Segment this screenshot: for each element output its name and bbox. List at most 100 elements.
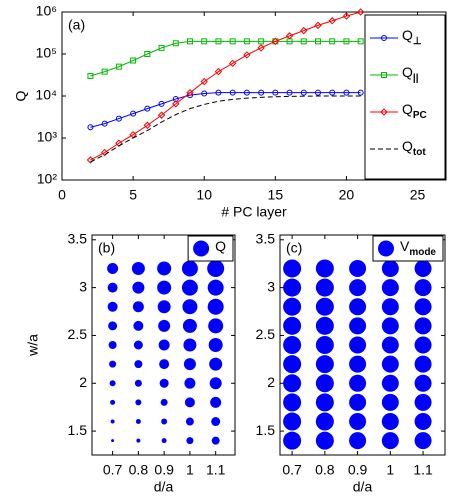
bubble xyxy=(209,377,222,390)
y-tick-label: 3.5 xyxy=(68,230,88,246)
marker xyxy=(229,89,236,96)
marker xyxy=(356,8,365,16)
bubble xyxy=(131,261,145,275)
marker xyxy=(101,68,108,75)
marker xyxy=(343,38,350,45)
marker xyxy=(243,89,250,96)
marker xyxy=(144,51,151,57)
bubble xyxy=(349,259,367,277)
bubble xyxy=(414,279,432,297)
x-tick-label: 1.1 xyxy=(206,462,226,478)
bubble xyxy=(207,279,224,296)
y-tick-label: 3.5 xyxy=(256,230,276,246)
y-tick-label: 2 xyxy=(267,374,275,390)
bubble xyxy=(381,413,399,431)
marker xyxy=(286,89,293,96)
bubble xyxy=(211,417,221,427)
bubble xyxy=(182,299,198,315)
marker xyxy=(300,38,307,45)
marker xyxy=(214,67,223,76)
plot-frame xyxy=(279,234,446,456)
bubble xyxy=(414,393,432,411)
bubble xyxy=(381,336,399,354)
marker xyxy=(101,120,108,127)
marker xyxy=(343,89,350,96)
bubble xyxy=(133,320,144,331)
y-tick-label: 2.5 xyxy=(68,326,88,342)
marker xyxy=(172,100,180,108)
y-tick-label: 1.5 xyxy=(256,422,276,438)
bubble xyxy=(315,412,334,431)
bubble xyxy=(183,358,196,371)
bubble xyxy=(349,393,367,411)
bubble xyxy=(108,341,117,349)
x-tick-label: 20 xyxy=(339,187,355,203)
marker xyxy=(228,59,237,68)
x-tick-label: 25 xyxy=(410,187,426,203)
marker xyxy=(258,89,265,96)
bubble xyxy=(133,340,143,350)
legend-marker xyxy=(193,240,210,257)
marker xyxy=(187,38,193,45)
bubble xyxy=(110,399,116,405)
bubble xyxy=(283,297,302,316)
x-tick-label: 0.8 xyxy=(129,462,149,478)
bubble xyxy=(283,355,302,374)
x-tick-label: 1.1 xyxy=(413,462,433,478)
bubble xyxy=(182,318,197,333)
bubble xyxy=(107,262,119,274)
bubble xyxy=(381,374,399,392)
bubble xyxy=(414,317,432,335)
marker xyxy=(272,89,279,96)
bubble xyxy=(315,297,334,316)
bubble xyxy=(134,360,143,369)
marker xyxy=(144,105,151,112)
bubble xyxy=(157,280,172,295)
bubble xyxy=(381,259,399,277)
marker xyxy=(115,115,122,122)
bubble xyxy=(157,300,171,314)
bubble xyxy=(109,360,117,368)
bubble xyxy=(283,431,302,450)
bubble xyxy=(381,393,399,411)
bubble xyxy=(108,321,118,331)
marker xyxy=(258,38,265,45)
marker xyxy=(381,72,387,78)
x-tick-label: 0.9 xyxy=(348,462,368,478)
x-tick-label: 1 xyxy=(186,462,194,478)
y-tick-label: 2 xyxy=(79,374,87,390)
marker xyxy=(328,17,336,25)
legend-label: Q xyxy=(215,238,226,254)
marker xyxy=(380,108,388,116)
marker xyxy=(87,124,94,131)
y-axis-label: w/a xyxy=(25,334,41,357)
legend-label: QPC xyxy=(402,101,427,121)
marker xyxy=(143,121,152,130)
bubble xyxy=(315,336,334,354)
x-tick-label: 0.9 xyxy=(154,462,174,478)
bubble xyxy=(381,279,399,297)
marker xyxy=(201,90,208,97)
bubble xyxy=(107,301,118,312)
marker xyxy=(243,51,251,59)
bubble xyxy=(159,359,170,370)
marker xyxy=(285,32,294,40)
y-tick-label: 3 xyxy=(267,278,275,294)
bubble xyxy=(135,419,141,425)
bubble xyxy=(132,281,145,294)
x-axis-label: # PC layer xyxy=(221,204,287,220)
bubble xyxy=(315,278,334,297)
bubble xyxy=(181,260,198,277)
marker xyxy=(115,63,122,70)
bubble xyxy=(210,396,222,408)
marker xyxy=(342,12,351,20)
x-tick-label: 5 xyxy=(129,187,137,203)
series-line xyxy=(90,11,361,161)
bubble xyxy=(158,339,170,351)
bubble xyxy=(184,377,196,389)
x-axis-label: d/a xyxy=(353,479,373,495)
bubble xyxy=(315,374,334,393)
marker xyxy=(186,88,194,97)
marker xyxy=(257,44,265,52)
bubble xyxy=(157,261,172,276)
